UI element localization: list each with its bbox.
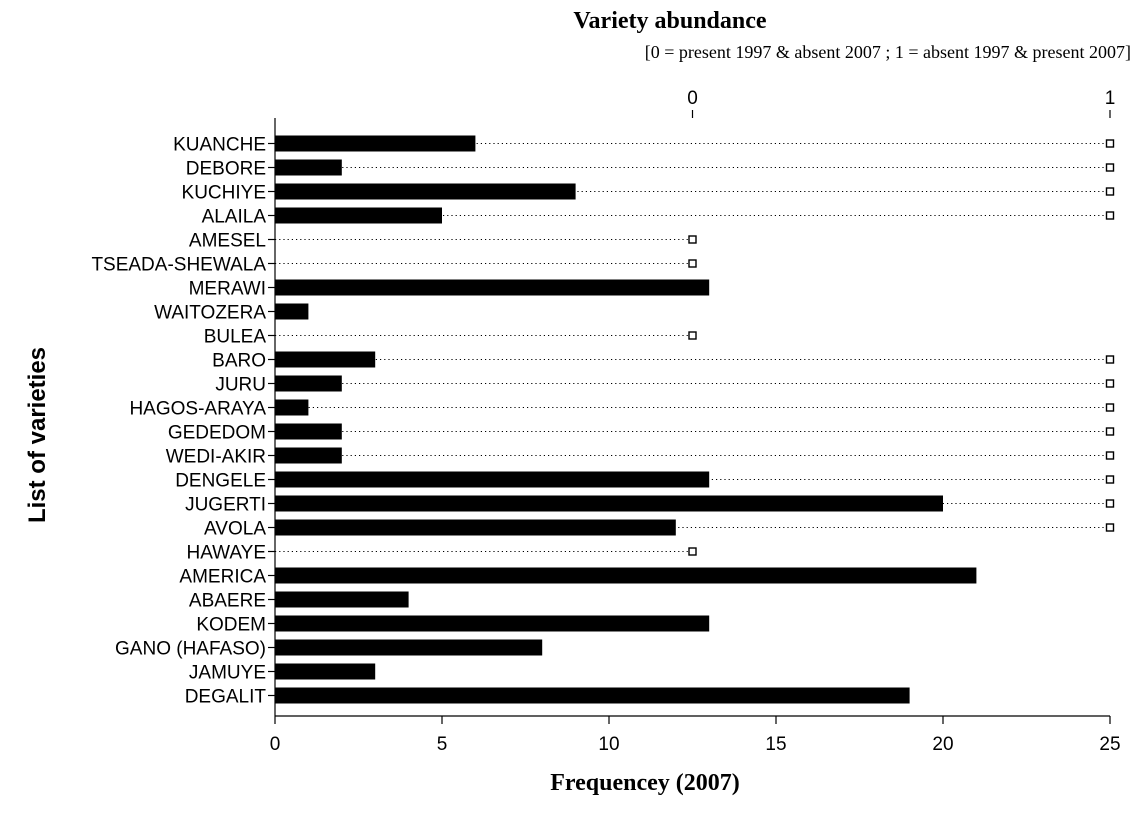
category-label: DEGALIT — [185, 687, 267, 708]
frequency-bar — [275, 399, 309, 416]
abundance-marker — [688, 331, 697, 340]
x-tick-label: 5 — [437, 734, 448, 755]
x-tick-label: 20 — [932, 734, 953, 755]
category-label: TSEADA-SHEWALA — [91, 255, 266, 276]
category-label: ABAERE — [189, 591, 266, 612]
category-label: JAMUYE — [189, 663, 266, 684]
frequency-bar — [275, 207, 442, 224]
category-label: HAWAYE — [186, 543, 266, 564]
category-label: JUGERTI — [185, 495, 266, 516]
frequency-bar — [275, 375, 342, 392]
frequency-bar — [275, 423, 342, 440]
top-subtitle: [0 = present 1997 & absent 2007 ; 1 = ab… — [645, 42, 1131, 62]
abundance-marker — [1105, 163, 1115, 172]
category-label: ALAILA — [202, 207, 267, 228]
frequency-bar — [275, 471, 710, 488]
category-label: KUANCHE — [173, 135, 266, 156]
category-label: WAITOZERA — [154, 303, 266, 324]
top-axis-tick-label: 1 — [1105, 88, 1116, 109]
category-label: KUCHIYE — [182, 183, 266, 204]
frequency-bar — [275, 615, 710, 632]
abundance-marker — [1105, 187, 1115, 196]
x-axis-label: Frequencey (2007) — [550, 770, 740, 796]
abundance-marker — [1105, 499, 1115, 508]
x-tick-label: 15 — [765, 734, 786, 755]
x-tick-label: 25 — [1099, 734, 1120, 755]
frequency-bar — [275, 303, 309, 320]
x-tick-label: 0 — [270, 734, 281, 755]
abundance-marker — [1105, 427, 1115, 436]
top-title: Variety abundance — [573, 8, 766, 34]
category-label: AVOLA — [204, 519, 266, 540]
frequency-bar — [275, 591, 409, 608]
category-label: GANO (HAFASO) — [115, 639, 266, 660]
frequency-bar — [275, 183, 576, 200]
frequency-bar — [275, 687, 910, 704]
x-tick-label: 10 — [598, 734, 619, 755]
category-label: JURU — [215, 375, 266, 396]
frequency-bar — [275, 519, 676, 536]
abundance-marker — [688, 259, 697, 268]
category-label: KODEM — [196, 615, 266, 636]
frequency-bar — [275, 567, 977, 584]
frequency-bar — [275, 135, 476, 152]
plot-area: 0 5 10 15 20 25 0 1 KUANCHE DEBORE KUCHIYE ALAILA AM… — [91, 88, 1120, 755]
category-label: HAGOS-ARAYA — [129, 399, 266, 420]
frequency-bar — [275, 159, 342, 176]
frequency-bar — [275, 447, 342, 464]
category-label: MERAWI — [189, 279, 266, 300]
frequency-bar — [275, 279, 710, 296]
category-label: GEDEDOM — [168, 423, 266, 444]
abundance-marker — [1105, 451, 1115, 460]
abundance-marker — [688, 235, 697, 244]
category-label: AMESEL — [189, 231, 266, 252]
category-label: DENGELE — [175, 471, 266, 492]
frequency-bar — [275, 495, 943, 512]
category-label: DEBORE — [186, 159, 266, 180]
abundance-marker — [1105, 475, 1115, 484]
abundance-marker — [1105, 403, 1115, 412]
abundance-marker — [1105, 211, 1115, 220]
frequency-bar — [275, 351, 376, 368]
abundance-marker — [1105, 379, 1115, 388]
top-axis-tick-label: 0 — [687, 88, 698, 109]
category-label: AMERICA — [179, 567, 266, 588]
category-label: BARO — [212, 351, 266, 372]
frequency-bar — [275, 663, 376, 680]
category-label: WEDI-AKIR — [166, 447, 266, 468]
abundance-marker — [688, 547, 697, 556]
category-label: BULEA — [204, 327, 267, 348]
y-axis-label: List of varieties — [24, 347, 51, 523]
abundance-marker — [1105, 139, 1115, 148]
abundance-marker — [1105, 523, 1115, 532]
abundance-marker — [1105, 355, 1115, 364]
frequency-bar — [275, 639, 543, 656]
